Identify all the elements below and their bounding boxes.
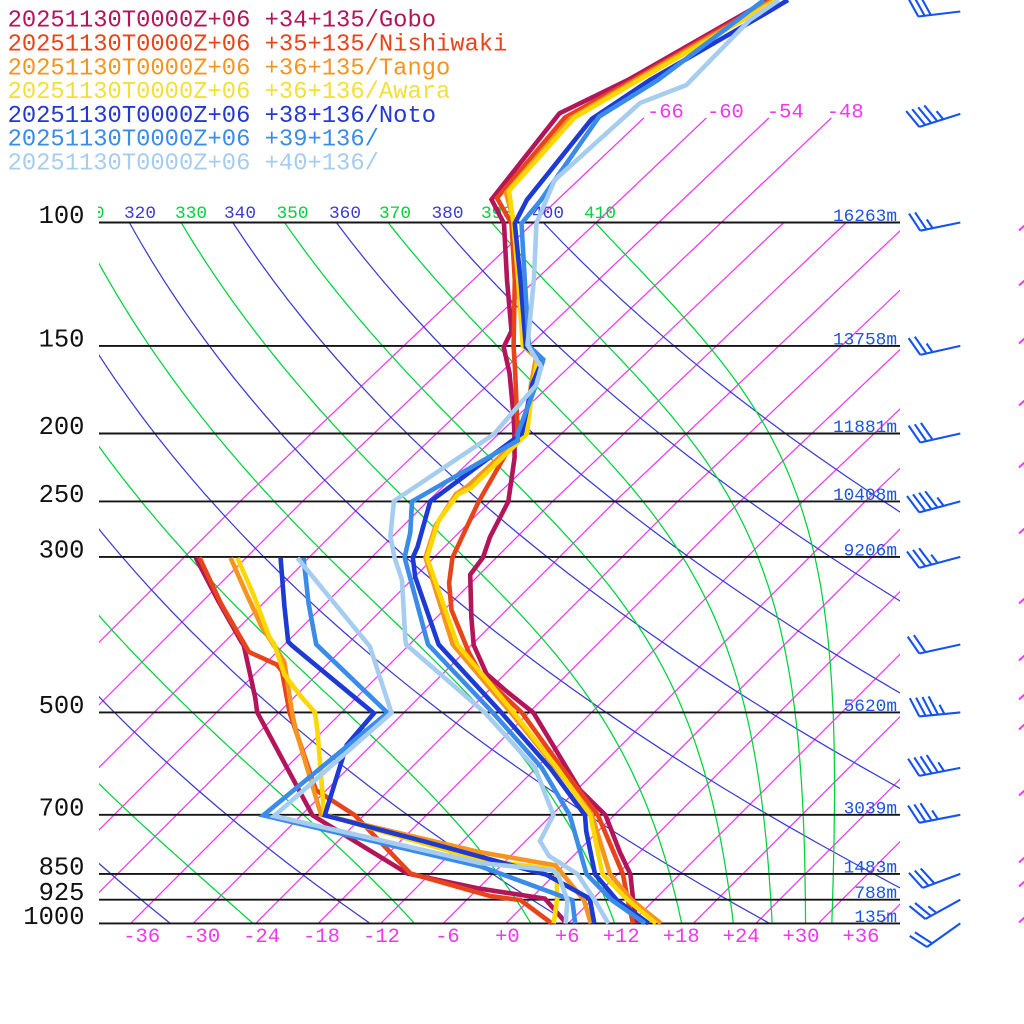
svg-text:-18: -18 — [303, 926, 340, 949]
svg-text:200: 200 — [39, 413, 85, 442]
svg-text:+24: +24 — [723, 926, 760, 949]
svg-text:11881m: 11881m — [833, 418, 897, 438]
svg-text:20251130T0000Z+06 +35+135/Nish: 20251130T0000Z+06 +35+135/Nishiwaki — [8, 32, 508, 59]
svg-text:13758m: 13758m — [833, 330, 897, 350]
svg-text:300: 300 — [39, 536, 85, 565]
svg-text:20251130T0000Z+06 +39+136/: 20251130T0000Z+06 +39+136/ — [8, 127, 379, 154]
svg-text:410: 410 — [584, 204, 616, 224]
svg-text:+18: +18 — [663, 926, 700, 949]
svg-text:330: 330 — [175, 204, 207, 224]
svg-text:-30: -30 — [183, 926, 220, 949]
svg-text:350: 350 — [276, 204, 308, 224]
svg-text:-48: -48 — [827, 102, 864, 125]
svg-text:+30: +30 — [783, 926, 820, 949]
svg-text:100: 100 — [39, 202, 85, 231]
svg-text:135m: 135m — [854, 908, 897, 928]
svg-text:-54: -54 — [767, 102, 804, 125]
svg-text:+0: +0 — [495, 926, 520, 949]
svg-text:16263m: 16263m — [833, 207, 897, 227]
svg-text:-36: -36 — [123, 926, 160, 949]
svg-text:320: 320 — [124, 204, 156, 224]
svg-text:1483m: 1483m — [844, 858, 897, 878]
svg-text:9206m: 9206m — [844, 541, 897, 561]
svg-text:1000: 1000 — [23, 903, 84, 932]
svg-text:10408m: 10408m — [833, 486, 897, 506]
svg-text:3039m: 3039m — [844, 799, 897, 819]
svg-text:250: 250 — [39, 481, 85, 510]
svg-text:-24: -24 — [243, 926, 280, 949]
svg-text:788m: 788m — [854, 884, 897, 904]
svg-text:20251130T0000Z+06 +36+136/Awar: 20251130T0000Z+06 +36+136/Awara — [8, 79, 451, 106]
svg-text:+36: +36 — [843, 926, 880, 949]
svg-text:380: 380 — [431, 204, 463, 224]
svg-text:340: 340 — [224, 204, 256, 224]
svg-text:370: 370 — [379, 204, 411, 224]
svg-text:20251130T0000Z+06 +34+135/Gobo: 20251130T0000Z+06 +34+135/Gobo — [8, 8, 436, 35]
svg-text:310: 310 — [72, 204, 104, 224]
svg-text:+6: +6 — [555, 926, 580, 949]
svg-text:20251130T0000Z+06 +40+136/: 20251130T0000Z+06 +40+136/ — [8, 151, 379, 178]
svg-text:500: 500 — [39, 692, 85, 721]
svg-text:-12: -12 — [363, 926, 400, 949]
svg-text:360: 360 — [329, 204, 361, 224]
svg-text:-60: -60 — [707, 102, 744, 125]
svg-text:850: 850 — [39, 853, 85, 882]
svg-text:20251130T0000Z+06 +38+136/Noto: 20251130T0000Z+06 +38+136/Noto — [8, 103, 436, 130]
svg-text:-66: -66 — [647, 102, 684, 125]
svg-text:925: 925 — [39, 879, 85, 908]
svg-text:-6: -6 — [435, 926, 460, 949]
svg-text:700: 700 — [39, 794, 85, 823]
svg-text:+12: +12 — [603, 926, 640, 949]
svg-text:150: 150 — [39, 325, 85, 354]
svg-text:20251130T0000Z+06 +36+135/Tang: 20251130T0000Z+06 +36+135/Tango — [8, 55, 451, 82]
svg-text:5620m: 5620m — [844, 697, 897, 717]
